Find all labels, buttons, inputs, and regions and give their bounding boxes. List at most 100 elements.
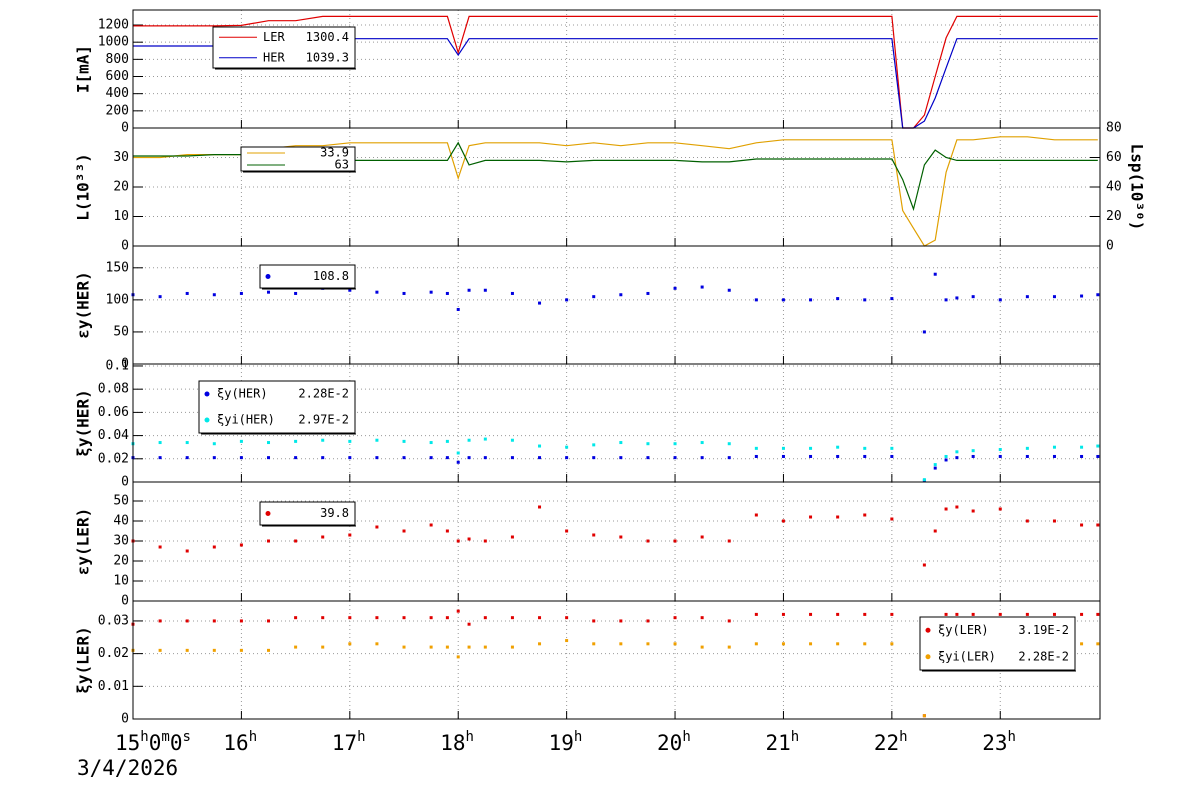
y-axis-title: εy(HER) (74, 271, 93, 338)
scatter-point (239, 619, 243, 623)
scatter-point (1052, 612, 1056, 616)
scatter-point (836, 642, 840, 646)
scatter-point (998, 454, 1002, 458)
scatter-point (429, 645, 433, 649)
scatter-point (294, 456, 298, 460)
legend-box (240, 146, 356, 172)
x-tick-label: 15h0m0s (115, 729, 191, 755)
series-line (133, 136, 1098, 247)
y2-tick-label: 20 (1106, 209, 1122, 224)
scatter-point (971, 454, 975, 458)
scatter-point (565, 445, 569, 449)
x-tick-label: 23h (982, 729, 1016, 755)
scatter-point (510, 616, 514, 620)
scatter-point (955, 505, 959, 509)
y-tick-label: 0.03 (98, 613, 129, 628)
legend-label: ξyi(LER) (938, 649, 996, 663)
scatter-point (429, 456, 433, 460)
x-tick-label: 16h (223, 729, 257, 755)
scatter-point (890, 297, 894, 301)
scatter-point (1052, 454, 1056, 458)
scatter-point (510, 645, 514, 649)
legend-box (198, 380, 356, 434)
scatter-point (727, 456, 731, 460)
scatter-point (445, 529, 449, 533)
scatter-point (1025, 454, 1029, 458)
scatter-point (1080, 523, 1084, 527)
scatter-point (646, 539, 650, 543)
scatter-point (510, 438, 514, 442)
scatter-point (158, 456, 162, 460)
plot-frame (132, 245, 1101, 365)
legend-swatch (204, 417, 210, 423)
scatter-point (619, 456, 623, 460)
scatter-point (185, 619, 189, 623)
scatter-point (1080, 454, 1084, 458)
legend-label: LER (263, 30, 285, 44)
scatter-point (294, 439, 298, 443)
y-tick-label: 0 (121, 357, 129, 372)
scatter-point (890, 446, 894, 450)
scatter-point (158, 295, 162, 299)
scatter-point (1096, 293, 1100, 297)
scatter-point (565, 298, 569, 302)
scatter-point (727, 539, 731, 543)
y-axis-title: L(10³³) (74, 153, 93, 220)
scatter-point (321, 535, 325, 539)
scatter-point (185, 291, 189, 295)
y-tick-label: 0.02 (98, 646, 129, 661)
scatter-point (239, 439, 243, 443)
scatter-point (185, 648, 189, 652)
scatter-point (1096, 444, 1100, 448)
scatter-point (592, 456, 596, 460)
scatter-point (267, 648, 271, 652)
scatter-point (565, 529, 569, 533)
y-tick-label: 20 (113, 180, 129, 195)
scatter-point (185, 441, 189, 445)
scatter-point (348, 456, 352, 460)
scatter-point (944, 507, 948, 511)
scatter-point (955, 456, 959, 460)
scatter-point (619, 293, 623, 297)
scatter-point (1080, 612, 1084, 616)
scatter-point (239, 456, 243, 460)
scatter-point (890, 612, 894, 616)
scatter-point (646, 442, 650, 446)
legend-swatch (204, 391, 210, 397)
legend-label: ξyi(HER) (217, 413, 275, 427)
scatter-point (467, 438, 471, 442)
scatter-point (429, 616, 433, 620)
scatter-point (538, 301, 542, 305)
legend-swatch (925, 627, 931, 633)
legend-label: ξy(HER) (217, 387, 268, 401)
scatter-point (922, 714, 926, 718)
y-tick-label: 30 (113, 534, 129, 549)
scatter-point (456, 307, 460, 311)
scatter-point (673, 456, 677, 460)
scatter-point (402, 456, 406, 460)
y-tick-label: 600 (106, 69, 129, 84)
legend-box (259, 501, 356, 526)
scatter-point (375, 642, 379, 646)
scatter-point (375, 456, 379, 460)
scatter-point (890, 517, 894, 521)
scatter-point (754, 446, 758, 450)
scatter-point (158, 545, 162, 549)
scatter-point (863, 513, 867, 517)
scatter-point (467, 645, 471, 649)
scatter-point (1096, 642, 1100, 646)
y-tick-label: 1000 (98, 35, 129, 50)
scatter-point (445, 616, 449, 620)
scatter-point (933, 466, 937, 470)
scatter-point (267, 441, 271, 445)
scatter-point (863, 642, 867, 646)
scatter-point (483, 288, 487, 292)
scatter-point (592, 533, 596, 537)
scatter-point (445, 456, 449, 460)
scatter-point (212, 619, 216, 623)
scatter-point (565, 456, 569, 460)
legend-value: 3.19E-2 (1018, 623, 1069, 637)
y-tick-label: 50 (113, 494, 129, 509)
scatter-point (510, 291, 514, 295)
